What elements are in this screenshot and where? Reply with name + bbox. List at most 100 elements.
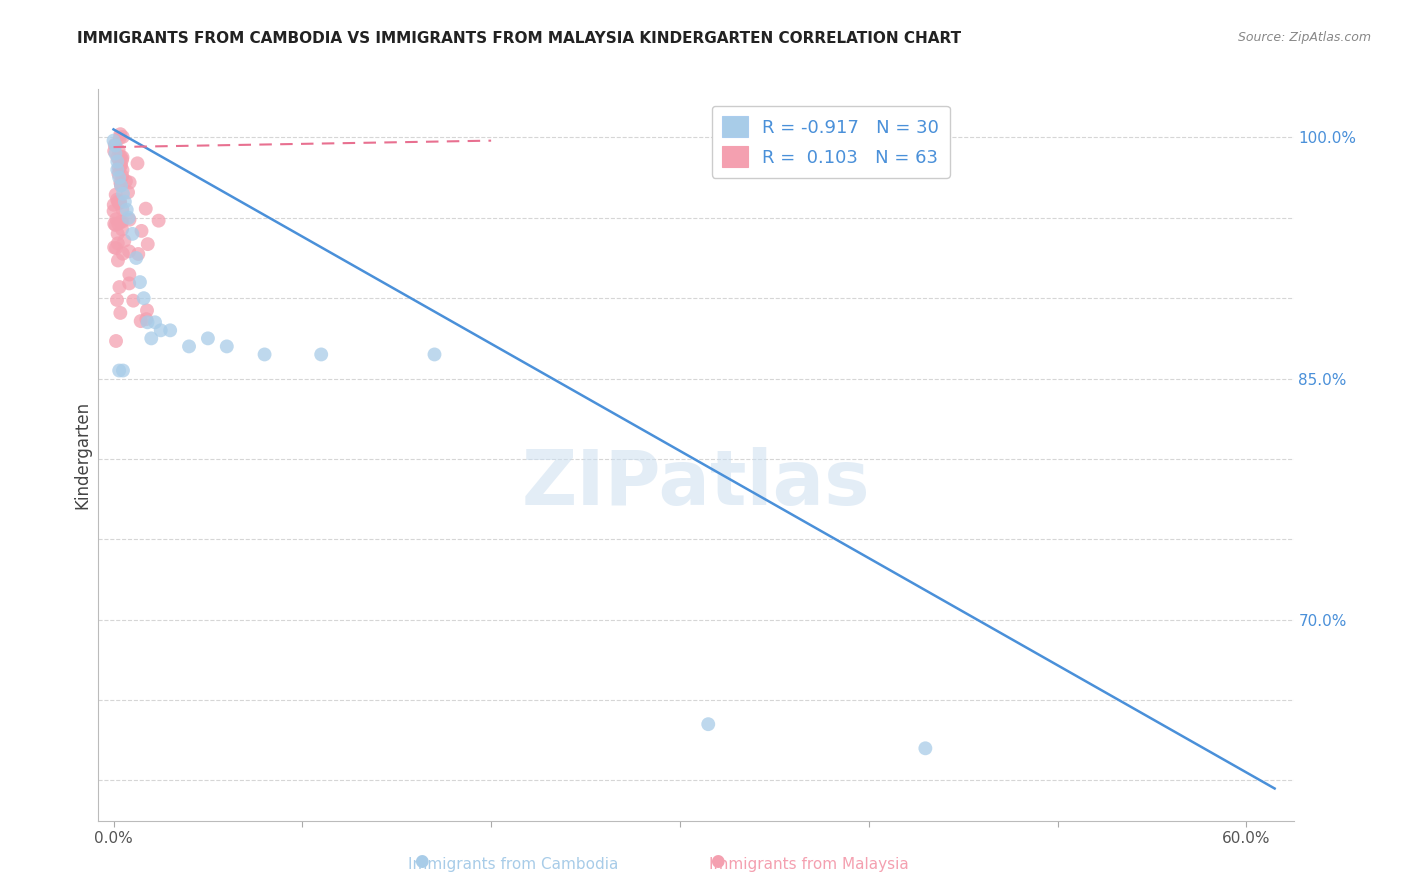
Point [108,170,131,185]
Point [105,293,128,307]
Point [177,339,200,353]
Point [103,204,125,219]
Point [105,150,128,164]
Point [117,211,139,225]
Point [127,156,149,170]
Point [110,178,132,192]
Point [141,331,163,345]
Point [108,194,131,209]
Point [103,144,125,158]
Point [118,244,141,259]
Point [111,163,134,178]
Point [143,315,166,329]
Legend: R = -0.917   N = 30, R =  0.103   N = 63: R = -0.917 N = 30, R = 0.103 N = 63 [711,105,950,178]
Point [110,306,132,320]
Text: Source: ZipAtlas.com: Source: ZipAtlas.com [1237,31,1371,45]
Point [103,217,125,231]
Point [107,194,129,209]
Point [118,268,141,282]
Point [215,339,238,353]
Point [108,130,131,145]
Point [197,331,219,345]
Point [253,347,276,361]
Point [122,293,145,308]
Point [107,217,129,231]
Point [112,234,135,248]
Point [914,741,936,756]
Text: Immigrants from Cambodia: Immigrants from Cambodia [408,857,619,872]
Point [121,227,143,241]
Text: ZIPatlas: ZIPatlas [522,447,870,521]
Point [111,215,134,229]
Text: ●: ● [415,852,429,870]
Point [125,251,148,265]
Point [148,213,170,227]
Point [110,158,132,172]
Point [105,241,128,255]
Point [115,202,138,217]
Point [110,178,132,193]
Point [110,159,132,173]
Point [105,162,128,177]
Point [105,193,128,207]
Point [108,195,131,210]
Point [111,363,134,377]
Point [107,161,129,175]
Point [111,222,134,236]
Point [107,227,129,241]
Point [104,187,127,202]
Point [104,218,127,232]
Point [129,314,152,328]
Point [118,176,141,190]
Point [110,176,132,190]
Point [159,323,181,337]
Point [105,334,128,348]
Point [117,186,139,200]
Point [110,127,132,141]
Point [697,717,720,731]
Point [107,167,129,181]
Point [108,153,131,168]
Text: IMMIGRANTS FROM CAMBODIA VS IMMIGRANTS FROM MALAYSIA KINDERGARTEN CORRELATION CH: IMMIGRANTS FROM CAMBODIA VS IMMIGRANTS F… [77,31,962,46]
Point [103,198,125,212]
Point [105,154,128,169]
Point [135,312,157,326]
Point [118,212,141,227]
Point [111,202,134,217]
Point [423,347,446,361]
Point [107,143,129,157]
Point [132,291,155,305]
Point [105,212,128,227]
Point [136,237,159,252]
Point [135,202,157,216]
Point [104,137,127,152]
Point [103,240,125,254]
Point [107,196,129,211]
Point [110,215,132,229]
Point [107,236,129,251]
Point [108,280,131,294]
Text: Immigrants from Malaysia: Immigrants from Malaysia [709,857,908,872]
Point [115,174,138,188]
Point [129,275,152,289]
Point [309,347,332,361]
Point [111,150,134,164]
Point [111,246,134,260]
Point [110,150,132,164]
Point [111,129,134,144]
Point [127,247,149,261]
Point [111,186,134,201]
Point [104,146,127,161]
Point [118,277,141,291]
Point [131,224,153,238]
Point [103,134,125,148]
Text: ●: ● [710,852,724,870]
Y-axis label: Kindergarten: Kindergarten [73,401,91,509]
Point [111,153,134,167]
Point [108,363,131,377]
Point [136,303,159,318]
Point [149,323,172,337]
Point [114,194,136,209]
Point [111,169,134,183]
Point [107,253,129,268]
